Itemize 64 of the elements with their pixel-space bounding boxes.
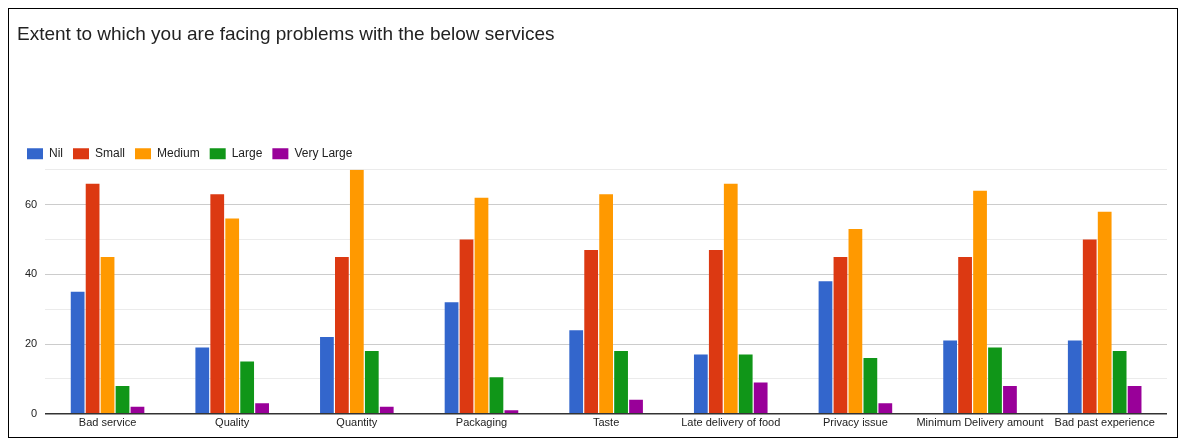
bar [614, 351, 628, 414]
x-tick-label: Packaging [455, 416, 508, 429]
bar [210, 194, 225, 414]
x-tick-label: Privacy issue [823, 416, 888, 429]
bar [379, 406, 394, 414]
x-tick-label: Bad past experience [1054, 416, 1155, 429]
legend-label: Medium [157, 146, 200, 161]
bar [459, 239, 474, 414]
legend-label: Small [95, 146, 126, 161]
bar [320, 337, 334, 414]
y-tick-label: 40 [24, 267, 38, 280]
bar [474, 197, 489, 414]
y-tick-label: 20 [24, 337, 38, 350]
bar [1067, 340, 1082, 414]
bar [240, 361, 255, 414]
bar [130, 406, 145, 414]
legend-label: Nil [49, 146, 63, 161]
bar [708, 249, 723, 414]
bar [349, 169, 364, 414]
bar [723, 183, 738, 414]
bar [738, 354, 753, 414]
legend-label: Very Large [294, 146, 353, 161]
x-tick-label: Quality [215, 416, 250, 429]
bar [863, 358, 878, 414]
bar [335, 256, 349, 414]
bar [818, 281, 833, 414]
bar [115, 385, 130, 414]
x-tick-label: Taste [592, 416, 620, 429]
bar [1082, 239, 1097, 414]
bar [973, 190, 987, 414]
bar [629, 399, 643, 414]
bar [504, 410, 519, 414]
bar [833, 256, 848, 414]
bar [753, 382, 768, 414]
bar [693, 354, 708, 414]
bar [1112, 351, 1127, 414]
bar [489, 377, 504, 414]
chart-title: Extent to which you are facing problems with the below services [17, 22, 555, 44]
bar [444, 302, 459, 414]
bar [100, 256, 115, 414]
bar [255, 403, 269, 414]
bar [1127, 385, 1142, 414]
bar [1097, 211, 1112, 414]
bar [584, 249, 599, 414]
bar [958, 256, 972, 414]
y-tick-label: 0 [31, 406, 38, 419]
bar [70, 291, 85, 414]
bar [988, 347, 1002, 414]
bar [599, 194, 613, 414]
x-tick-label: Quantity [336, 416, 378, 429]
bar [364, 351, 379, 414]
bar [1003, 385, 1017, 414]
bar [195, 347, 210, 414]
y-tick-label: 60 [24, 197, 38, 210]
bar [225, 218, 240, 414]
bar [569, 330, 584, 414]
bar [878, 403, 893, 414]
legend-label: Large [231, 146, 263, 161]
x-tick-label: Bad service [78, 416, 137, 429]
x-tick-label: Late delivery of food [681, 416, 781, 429]
bar [848, 229, 863, 414]
bar [85, 183, 100, 414]
x-tick-label: Minimum Delivery amount [916, 416, 1044, 429]
bar [943, 340, 958, 414]
